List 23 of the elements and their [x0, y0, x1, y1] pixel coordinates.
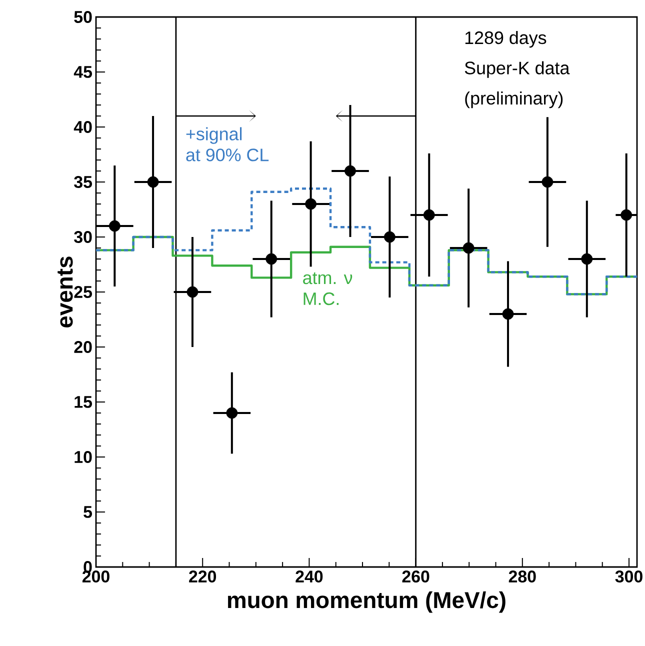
y-tick-label: 25 — [74, 286, 92, 298]
x-tick-label: 240 — [296, 570, 323, 583]
y-tick-label: 50 — [74, 11, 92, 23]
annotation: Super-K data — [464, 61, 570, 78]
y-tick-label: 20 — [74, 341, 92, 353]
x-tick-label: 280 — [508, 570, 536, 583]
y-tick-label: 40 — [74, 121, 92, 133]
annotation: 1289 days — [465, 30, 546, 48]
x-tick-label: 200 — [82, 570, 110, 583]
y-tick-label: 15 — [74, 396, 92, 408]
x-tick-label: 220 — [189, 570, 216, 583]
y-tick-label: 45 — [74, 66, 92, 78]
y-tick-label: 30 — [74, 230, 92, 244]
series-label: +signal at 90% CL — [186, 127, 269, 162]
series-label: atm. ν M.C. — [303, 272, 352, 306]
y-tick-label: 5 — [84, 506, 92, 518]
y-tick-label: 35 — [74, 176, 92, 188]
x-tick-label: 300 — [615, 570, 642, 583]
annotation: (preliminary) — [465, 91, 563, 108]
x-tick-label: 260 — [402, 570, 430, 583]
x-axis-title: muon momentum (MeV/c) — [228, 591, 506, 613]
y-axis-title: events — [58, 256, 73, 328]
y-tick-label: 10 — [74, 451, 92, 463]
